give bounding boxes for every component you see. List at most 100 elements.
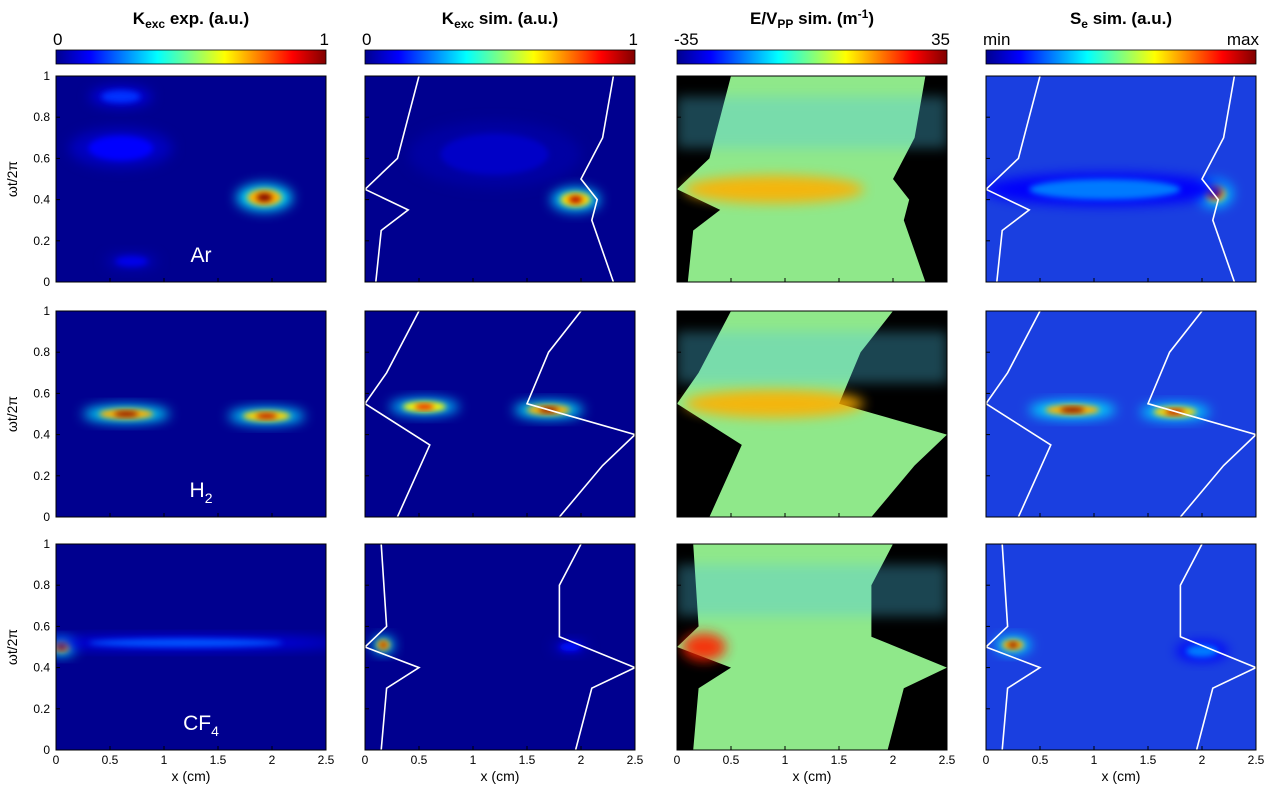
panel-frame bbox=[364, 75, 636, 283]
heatmap-background bbox=[365, 311, 635, 517]
heat-peak bbox=[1008, 642, 1018, 648]
x-tick-label: 1 bbox=[161, 753, 168, 767]
y-tick-label: 0.8 bbox=[33, 578, 50, 592]
colorbar-min-label: min bbox=[983, 30, 1010, 49]
title-end: ) bbox=[868, 9, 874, 28]
field-band bbox=[677, 331, 947, 384]
heatmap-background bbox=[365, 544, 635, 750]
y-tick-label: 0.4 bbox=[33, 661, 50, 675]
y-axis-label: ωt/2π bbox=[4, 396, 20, 432]
x-tick-label: 1.5 bbox=[519, 753, 536, 767]
gas-label-Ar: Ar bbox=[191, 244, 212, 267]
x-tick-label: 2.5 bbox=[1248, 753, 1265, 767]
colorbar-max-label: 35 bbox=[931, 30, 950, 49]
panel-Ar-col3 bbox=[676, 75, 948, 283]
x-tick-label: 0.5 bbox=[1032, 753, 1049, 767]
x-tick-label: 1.5 bbox=[1140, 753, 1157, 767]
y-tick-label: 0.6 bbox=[33, 619, 50, 633]
column-title-4: Se sim. (a.u.) bbox=[1070, 9, 1172, 31]
panel-CF4-col3: 0 0.5 1 1.5 2 2.5 x (cm) bbox=[674, 543, 956, 784]
sheath-edge-left bbox=[365, 311, 431, 517]
y-tick-label: 0.8 bbox=[33, 345, 50, 359]
title-superscript: -1 bbox=[858, 7, 869, 21]
sheath-edge-right bbox=[580, 76, 615, 282]
x-tick-label: 1.5 bbox=[210, 753, 227, 767]
sheath-edge-right bbox=[1146, 311, 1256, 517]
heat-spot bbox=[101, 90, 141, 103]
x-tick-label: 1.5 bbox=[831, 753, 848, 767]
gas-subscript: 4 bbox=[211, 723, 219, 739]
x-axis-label: x (cm) bbox=[172, 768, 211, 784]
panel-frame bbox=[364, 310, 636, 518]
colorbar-min-label: 0 bbox=[53, 30, 62, 49]
colorbar-max-label: max bbox=[1227, 30, 1260, 49]
panel-frame bbox=[985, 543, 1257, 751]
heat-spot bbox=[1029, 179, 1181, 200]
y-tick-label: 0 bbox=[43, 743, 50, 757]
colorbars: 0 1 0 1 -35 35 min max bbox=[53, 30, 1260, 65]
title-subscript: PP bbox=[777, 17, 793, 31]
x-tick-label: 0.5 bbox=[102, 753, 119, 767]
colorbar-4 bbox=[985, 49, 1257, 65]
panel-H2-col2 bbox=[364, 310, 636, 518]
field-reversal-mark bbox=[684, 175, 865, 204]
column-title-1: Kexc exp. (a.u.) bbox=[133, 9, 249, 31]
title-rest: exp. (a.u.) bbox=[165, 9, 249, 28]
heat-spot bbox=[440, 133, 549, 175]
x-tick-label: 2.5 bbox=[318, 753, 335, 767]
gas-label-H2: H2 bbox=[190, 479, 213, 506]
panel-H2-col1: 0 0.2 0.4 0.6 0.8 1 ωt/2π H2 bbox=[4, 304, 327, 524]
panel-CF4-col4: 0 0.5 1 1.5 2 2.5 x (cm) bbox=[983, 543, 1265, 784]
x-tick-label: 0.5 bbox=[723, 753, 740, 767]
panel-frame bbox=[985, 310, 1257, 518]
panel-frame bbox=[676, 75, 948, 283]
title-subscript: e bbox=[1081, 17, 1088, 31]
field-reversal-mark bbox=[682, 633, 726, 661]
field-reversal-mark bbox=[684, 389, 865, 418]
heat-peak bbox=[1060, 407, 1085, 413]
title-main: K bbox=[442, 9, 455, 28]
x-tick-label: 2.5 bbox=[939, 753, 956, 767]
x-tick-label: 2 bbox=[578, 753, 585, 767]
panel-H2-col4 bbox=[985, 310, 1257, 518]
colorbar-1 bbox=[55, 49, 327, 65]
y-tick-label: 0.6 bbox=[33, 151, 50, 165]
colorbar-3 bbox=[676, 49, 948, 65]
panel-Ar-col4 bbox=[985, 75, 1257, 283]
y-tick-label: 0 bbox=[43, 275, 50, 289]
colorbar-2 bbox=[364, 49, 636, 65]
y-tick-label: 1 bbox=[43, 69, 50, 83]
panel-CF4-col2: 0 0.5 1 1.5 2 2.5 x (cm) bbox=[362, 543, 644, 784]
sheath-edge-left bbox=[365, 76, 420, 282]
panel-Ar-col2 bbox=[364, 75, 636, 283]
heat-spot bbox=[1185, 644, 1219, 658]
x-tick-label: 2 bbox=[269, 753, 276, 767]
gas-main: CF bbox=[183, 712, 211, 735]
heat-peak bbox=[568, 195, 583, 204]
x-axis-label: x (cm) bbox=[481, 768, 520, 784]
y-tick-label: 0.4 bbox=[33, 428, 50, 442]
y-tick-label: 0.2 bbox=[33, 702, 50, 716]
gas-main: Ar bbox=[191, 244, 212, 267]
x-tick-label: 1 bbox=[782, 753, 789, 767]
colorbar-min-label: 0 bbox=[362, 30, 371, 49]
sheath-edge-right bbox=[558, 544, 635, 750]
x-tick-label: 2 bbox=[890, 753, 897, 767]
sheath-edge-right bbox=[1201, 76, 1236, 282]
y-tick-label: 1 bbox=[43, 537, 50, 551]
panel-frame bbox=[55, 75, 327, 283]
column-title-3: E/VPP sim. (m-1) bbox=[750, 7, 874, 31]
y-tick-label: 0.6 bbox=[33, 386, 50, 400]
x-tick-label: 1 bbox=[1091, 753, 1098, 767]
panel-frame bbox=[676, 543, 948, 751]
title-subscript: exc bbox=[454, 17, 474, 31]
x-tick-label: 1 bbox=[470, 753, 477, 767]
panel-frame bbox=[985, 75, 1257, 283]
y-tick-label: 0.2 bbox=[33, 234, 50, 248]
sheath-edge-left bbox=[986, 311, 1052, 517]
y-tick-label: 0.2 bbox=[33, 469, 50, 483]
colorbar-max-label: 1 bbox=[320, 30, 329, 49]
colorbar-max-label: 1 bbox=[629, 30, 638, 49]
title-main: K bbox=[133, 9, 146, 28]
